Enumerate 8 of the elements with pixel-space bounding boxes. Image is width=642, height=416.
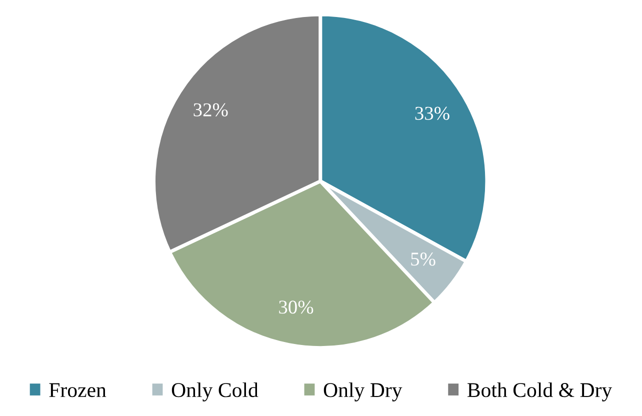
legend-label: Only Cold — [172, 382, 258, 402]
data-label: 33% — [415, 106, 450, 120]
data-label: 32% — [194, 103, 228, 116]
legend-label: Both Cold & Dry — [467, 382, 612, 402]
legend-label: Frozen — [49, 383, 106, 398]
data-label: 5% — [411, 252, 436, 266]
legend-label: Only Dry — [324, 382, 402, 402]
data-label: 30% — [279, 300, 314, 314]
